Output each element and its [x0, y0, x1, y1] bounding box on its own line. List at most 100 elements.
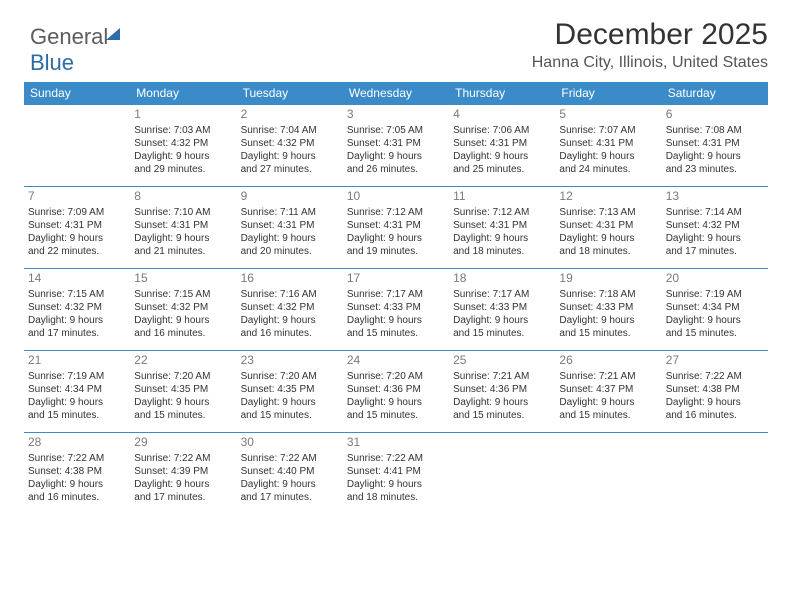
day-info-line: Daylight: 9 hours: [453, 396, 551, 409]
logo-part2: Blue: [30, 50, 74, 75]
title-block: December 2025 Hanna City, Illinois, Unit…: [532, 18, 768, 72]
day-cell: [24, 105, 130, 187]
day-info-line: Sunrise: 7:21 AM: [559, 370, 657, 383]
day-info-line: and 15 minutes.: [559, 409, 657, 422]
page: General Blue December 2025 Hanna City, I…: [0, 0, 792, 533]
day-info-line: Daylight: 9 hours: [28, 314, 126, 327]
day-number: 29: [134, 435, 232, 451]
day-number: 9: [241, 189, 339, 205]
day-info-line: and 21 minutes.: [134, 245, 232, 258]
day-cell: 25Sunrise: 7:21 AMSunset: 4:36 PMDayligh…: [449, 351, 555, 433]
day-info-line: Sunrise: 7:19 AM: [666, 288, 764, 301]
day-number: 27: [666, 353, 764, 369]
day-info-line: Sunrise: 7:15 AM: [134, 288, 232, 301]
day-info-line: Sunrise: 7:17 AM: [347, 288, 445, 301]
day-info-line: and 15 minutes.: [559, 327, 657, 340]
day-cell: 20Sunrise: 7:19 AMSunset: 4:34 PMDayligh…: [662, 269, 768, 351]
day-info-line: Sunrise: 7:14 AM: [666, 206, 764, 219]
header-row: SundayMondayTuesdayWednesdayThursdayFrid…: [24, 82, 768, 105]
day-info-line: and 15 minutes.: [666, 327, 764, 340]
day-info-line: and 15 minutes.: [28, 409, 126, 422]
day-info-line: and 16 minutes.: [134, 327, 232, 340]
day-header: Wednesday: [343, 82, 449, 105]
day-cell: 17Sunrise: 7:17 AMSunset: 4:33 PMDayligh…: [343, 269, 449, 351]
day-cell: 18Sunrise: 7:17 AMSunset: 4:33 PMDayligh…: [449, 269, 555, 351]
day-info-line: Daylight: 9 hours: [28, 478, 126, 491]
day-info-line: Sunrise: 7:22 AM: [28, 452, 126, 465]
day-cell: 24Sunrise: 7:20 AMSunset: 4:36 PMDayligh…: [343, 351, 449, 433]
day-info-line: and 18 minutes.: [453, 245, 551, 258]
day-number: 19: [559, 271, 657, 287]
day-number: 11: [453, 189, 551, 205]
day-info-line: Sunrise: 7:20 AM: [241, 370, 339, 383]
day-info-line: Daylight: 9 hours: [453, 150, 551, 163]
day-info-line: Daylight: 9 hours: [559, 396, 657, 409]
day-info-line: and 22 minutes.: [28, 245, 126, 258]
day-info-line: Sunset: 4:31 PM: [453, 137, 551, 150]
day-info-line: Sunrise: 7:03 AM: [134, 124, 232, 137]
day-number: 7: [28, 189, 126, 205]
day-number: 15: [134, 271, 232, 287]
day-cell: 9Sunrise: 7:11 AMSunset: 4:31 PMDaylight…: [237, 187, 343, 269]
day-info-line: Sunrise: 7:22 AM: [347, 452, 445, 465]
day-info-line: Daylight: 9 hours: [241, 478, 339, 491]
day-info-line: Sunrise: 7:07 AM: [559, 124, 657, 137]
day-info-line: Sunset: 4:31 PM: [347, 219, 445, 232]
day-header: Friday: [555, 82, 661, 105]
day-info-line: Sunset: 4:31 PM: [559, 219, 657, 232]
day-info-line: and 15 minutes.: [453, 409, 551, 422]
day-info-line: Daylight: 9 hours: [666, 314, 764, 327]
day-info-line: Sunset: 4:31 PM: [666, 137, 764, 150]
day-info-line: Sunrise: 7:19 AM: [28, 370, 126, 383]
day-cell: 8Sunrise: 7:10 AMSunset: 4:31 PMDaylight…: [130, 187, 236, 269]
day-info-line: Sunrise: 7:10 AM: [134, 206, 232, 219]
day-cell: 15Sunrise: 7:15 AMSunset: 4:32 PMDayligh…: [130, 269, 236, 351]
day-info-line: Sunset: 4:34 PM: [28, 383, 126, 396]
day-info-line: and 27 minutes.: [241, 163, 339, 176]
day-info-line: Daylight: 9 hours: [666, 232, 764, 245]
day-cell: 13Sunrise: 7:14 AMSunset: 4:32 PMDayligh…: [662, 187, 768, 269]
logo-text: General Blue: [30, 24, 120, 76]
day-number: 17: [347, 271, 445, 287]
day-info-line: Sunrise: 7:04 AM: [241, 124, 339, 137]
day-info-line: and 25 minutes.: [453, 163, 551, 176]
day-info-line: Sunset: 4:33 PM: [347, 301, 445, 314]
day-info-line: Daylight: 9 hours: [347, 396, 445, 409]
day-info-line: Daylight: 9 hours: [134, 396, 232, 409]
day-number: 10: [347, 189, 445, 205]
page-title: December 2025: [532, 18, 768, 52]
day-info-line: Sunrise: 7:20 AM: [134, 370, 232, 383]
day-info-line: and 17 minutes.: [28, 327, 126, 340]
day-info-line: Daylight: 9 hours: [666, 150, 764, 163]
day-info-line: Sunrise: 7:05 AM: [347, 124, 445, 137]
day-info-line: Sunset: 4:36 PM: [347, 383, 445, 396]
day-header: Monday: [130, 82, 236, 105]
day-cell: 6Sunrise: 7:08 AMSunset: 4:31 PMDaylight…: [662, 105, 768, 187]
calendar-body: 1Sunrise: 7:03 AMSunset: 4:32 PMDaylight…: [24, 105, 768, 515]
day-info-line: Daylight: 9 hours: [666, 396, 764, 409]
day-header: Saturday: [662, 82, 768, 105]
day-info-line: Sunrise: 7:08 AM: [666, 124, 764, 137]
day-info-line: Daylight: 9 hours: [134, 478, 232, 491]
day-number: 20: [666, 271, 764, 287]
day-cell: 14Sunrise: 7:15 AMSunset: 4:32 PMDayligh…: [24, 269, 130, 351]
day-info-line: Daylight: 9 hours: [241, 150, 339, 163]
week-row: 1Sunrise: 7:03 AMSunset: 4:32 PMDaylight…: [24, 105, 768, 187]
day-info-line: Daylight: 9 hours: [347, 314, 445, 327]
day-cell: 16Sunrise: 7:16 AMSunset: 4:32 PMDayligh…: [237, 269, 343, 351]
day-number: 14: [28, 271, 126, 287]
day-cell: 2Sunrise: 7:04 AMSunset: 4:32 PMDaylight…: [237, 105, 343, 187]
day-cell: 1Sunrise: 7:03 AMSunset: 4:32 PMDaylight…: [130, 105, 236, 187]
day-info-line: Sunset: 4:40 PM: [241, 465, 339, 478]
day-info-line: Sunrise: 7:22 AM: [241, 452, 339, 465]
day-info-line: and 15 minutes.: [241, 409, 339, 422]
day-info-line: Sunrise: 7:13 AM: [559, 206, 657, 219]
day-info-line: and 18 minutes.: [347, 491, 445, 504]
day-header: Tuesday: [237, 82, 343, 105]
day-info-line: Sunset: 4:37 PM: [559, 383, 657, 396]
day-info-line: Sunset: 4:32 PM: [28, 301, 126, 314]
day-info-line: Sunrise: 7:09 AM: [28, 206, 126, 219]
day-number: 25: [453, 353, 551, 369]
day-info-line: and 23 minutes.: [666, 163, 764, 176]
day-cell: 27Sunrise: 7:22 AMSunset: 4:38 PMDayligh…: [662, 351, 768, 433]
